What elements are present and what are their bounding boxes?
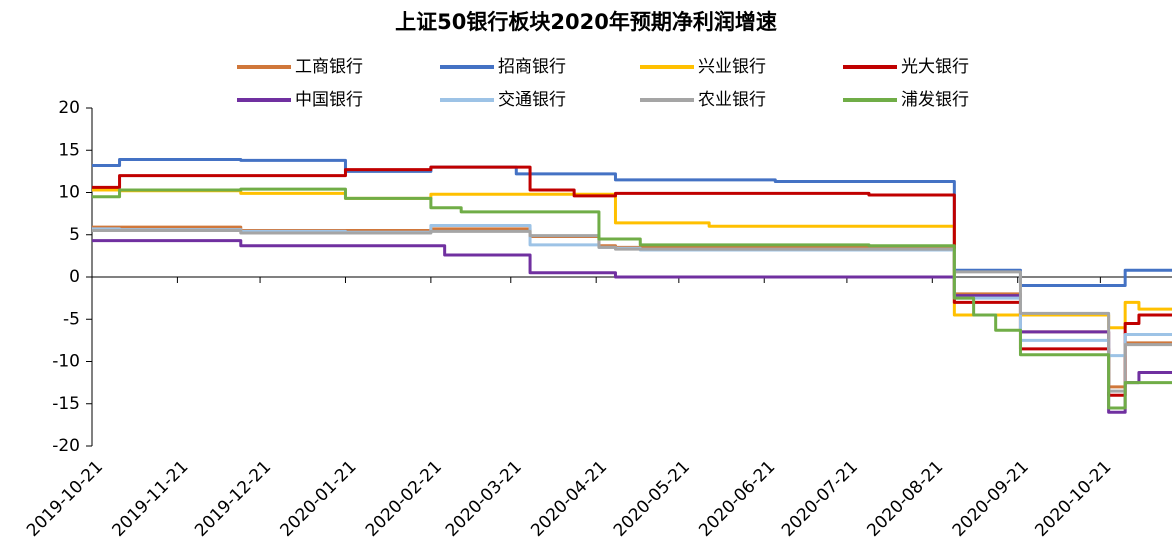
legend-label: 浦发银行 (901, 90, 969, 110)
y-tick-label: 10 (58, 183, 80, 203)
series-line (92, 188, 1172, 330)
y-tick-label: 20 (58, 98, 80, 118)
series-line (92, 187, 1172, 410)
legend-label: 兴业银行 (698, 57, 766, 77)
legend-label: 农业银行 (698, 90, 766, 110)
series-line (92, 165, 1172, 397)
x-tick-label: 2020-05-21 (610, 457, 694, 541)
x-tick-label: 2020-10-21 (1031, 457, 1115, 541)
x-tick-label: 2019-12-21 (191, 457, 275, 541)
x-tick-label: 2020-02-21 (362, 457, 446, 541)
chart-title: 上证50银行板块2020年预期净利润增速 (395, 10, 777, 34)
x-tick-label: 2020-06-21 (695, 457, 779, 541)
y-tick-label: -15 (52, 394, 80, 414)
x-tick-label: 2020-09-21 (949, 457, 1033, 541)
x-tick-label: 2019-11-21 (108, 457, 192, 541)
x-tick-label: 2020-04-21 (527, 457, 611, 541)
y-tick-label: -20 (52, 436, 80, 456)
series-line (92, 225, 1172, 389)
legend-label: 交通银行 (498, 90, 566, 110)
legend-label: 招商银行 (498, 57, 566, 77)
x-tick-label: 2020-03-21 (442, 457, 526, 541)
x-tick-label: 2020-08-21 (863, 457, 947, 541)
legend-label: 中国银行 (295, 90, 363, 110)
y-tick-label: -5 (63, 309, 80, 329)
y-tick-label: 0 (69, 267, 80, 287)
legend-label: 工商银行 (295, 57, 363, 77)
series-line (92, 239, 1172, 414)
y-tick-label: 5 (69, 225, 80, 245)
x-tick-label: 2020-07-21 (778, 457, 862, 541)
series-line (92, 229, 1172, 393)
x-tick-label: 2020-01-21 (277, 457, 361, 541)
y-tick-label: -10 (52, 352, 80, 372)
y-tick-label: 15 (58, 140, 80, 160)
legend-label: 光大银行 (901, 57, 969, 77)
x-tick-label: 2019-10-21 (23, 457, 107, 541)
